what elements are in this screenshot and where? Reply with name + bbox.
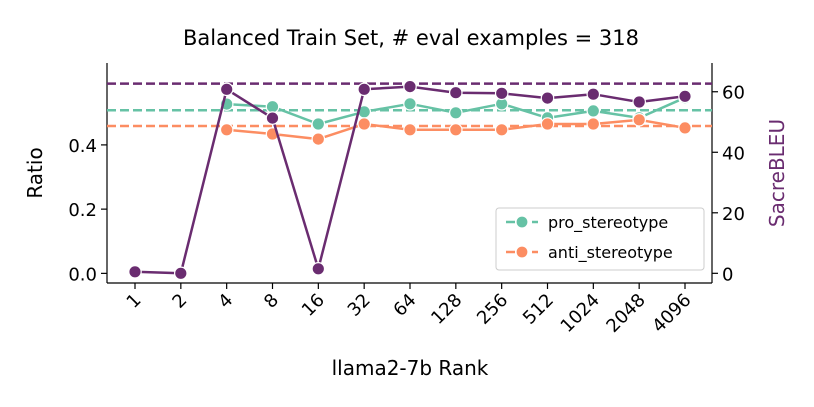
point-anti-stereotype-512: [540, 117, 555, 131]
right-y-ticks: 0 20 40 60: [712, 83, 745, 285]
point-pro-stereotype-8: [265, 99, 280, 114]
point-pro-stereotype-1024: [586, 104, 601, 118]
left-tick-label: 0.2: [68, 200, 97, 221]
point-SacreBLEU-512: [540, 91, 555, 105]
point-pro-stereotype-128: [448, 106, 463, 120]
x-tick-label: 1: [123, 290, 146, 313]
point-SacreBLEU-1024: [586, 87, 601, 101]
point-SacreBLEU-2: [174, 266, 188, 281]
point-SacreBLEU-2048: [632, 95, 646, 109]
chart-title: Balanced Train Set, # eval examples = 31…: [183, 26, 639, 50]
point-pro-stereotype-16: [311, 117, 326, 131]
point-anti-stereotype-4096: [678, 121, 692, 135]
point-SacreBLEU-256: [494, 86, 509, 101]
x-tick-label: 128: [427, 290, 466, 329]
point-SacreBLEU-4096: [678, 89, 692, 104]
right-tick-label: 40: [722, 143, 745, 164]
x-axis-label: llama2-7b Rank: [332, 356, 489, 380]
x-tick-label: 2048: [602, 290, 649, 337]
point-SacreBLEU-4: [219, 82, 234, 97]
right-tick-label: 0: [722, 264, 733, 285]
x-tick-label: 4096: [648, 290, 695, 337]
left-tick-label: 0.4: [68, 136, 97, 157]
x-tick-label: 32: [344, 290, 375, 321]
point-SacreBLEU-64: [403, 79, 417, 94]
left-tick-label: 0.0: [68, 264, 97, 285]
point-SacreBLEU-16: [311, 261, 326, 276]
right-tick-label: 60: [722, 83, 745, 104]
plot-area: 0.0 0.2 0.4 0 20 40 60 1 2 4 8 16 32 64 128 256 512102…: [68, 63, 745, 337]
legend-anti-label: anti_stereotype: [548, 243, 673, 263]
point-SacreBLEU-128: [448, 85, 463, 100]
point-anti-stereotype-128: [448, 123, 463, 137]
series-layer: [128, 79, 692, 281]
legend-pro-label: pro_stereotype: [548, 213, 668, 233]
x-tick-label: 16: [298, 290, 329, 321]
point-anti-stereotype-256: [494, 123, 509, 137]
x-tick-label: 64: [389, 290, 420, 321]
point-anti-stereotype-2048: [632, 113, 646, 127]
left-y-axis-label: Ratio: [23, 147, 47, 198]
point-SacreBLEU-1: [128, 264, 142, 279]
legend-anti-marker: [515, 245, 529, 259]
x-tick-label: 512: [519, 290, 558, 329]
point-anti-stereotype-4: [219, 123, 234, 137]
right-tick-label: 20: [722, 204, 745, 225]
point-SacreBLEU-8: [265, 111, 280, 125]
x-tick-label: 1024: [557, 290, 604, 337]
right-y-axis-label: SacreBLEU: [765, 119, 789, 227]
x-tick-label: 256: [473, 290, 512, 329]
x-tick-label: 4: [214, 290, 237, 313]
point-anti-stereotype-32: [357, 117, 371, 131]
legend-box: [495, 207, 705, 271]
legend: pro_stereotype anti_stereotype: [495, 207, 705, 271]
point-SacreBLEU-32: [357, 82, 371, 97]
point-anti-stereotype-64: [403, 123, 417, 137]
left-y-ticks: 0.0 0.2 0.4: [68, 136, 107, 285]
x-tick-label: 2: [168, 290, 191, 313]
point-anti-stereotype-1024: [586, 117, 601, 131]
point-anti-stereotype-16: [311, 132, 326, 146]
point-pro-stereotype-64: [403, 97, 417, 111]
x-tick-label: 8: [260, 290, 283, 313]
legend-pro-marker: [515, 215, 529, 229]
